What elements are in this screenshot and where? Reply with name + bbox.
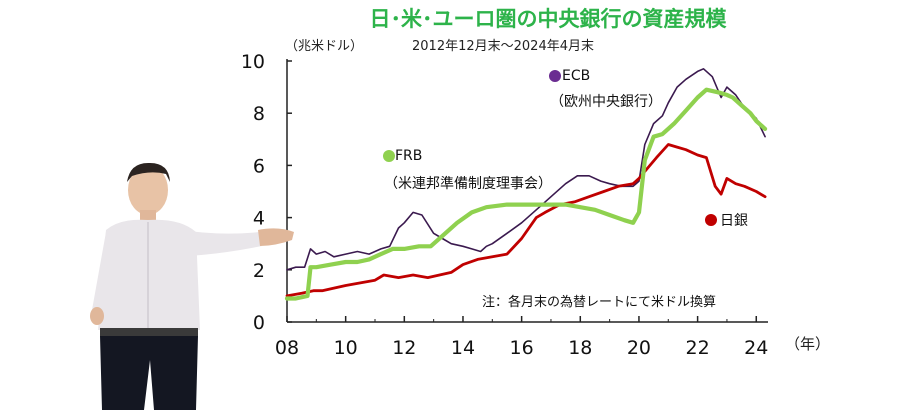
y-tick-label: 4	[253, 208, 265, 230]
period-label: 2012年12月末～2024年4月末	[412, 39, 594, 54]
x-tick-label: 14	[451, 337, 475, 359]
frb-series-line	[284, 87, 768, 301]
y-tick-label: 10	[241, 51, 265, 73]
frb-legend-label: FRB	[395, 148, 422, 164]
frb-legend-sublabel: （米連邦準備制度理事会）	[384, 176, 552, 192]
ecb-legend-sublabel: （欧州中央銀行）	[550, 94, 662, 110]
x-tick-label: 12	[392, 337, 416, 359]
x-tick-label: 20	[627, 337, 651, 359]
frb-legend-marker	[383, 150, 395, 162]
presenter-figure	[90, 162, 294, 410]
x-tick-label: 10	[334, 337, 358, 359]
boj-legend-label: 日銀	[720, 213, 748, 229]
y-unit-label: （兆米ドル）	[285, 39, 363, 54]
boj-legend-marker	[705, 214, 717, 226]
y-tick-label: 6	[253, 155, 265, 177]
chart-title: 日･米･ユーロ圏の中央銀行の資産規模	[370, 7, 728, 31]
y-tick-label: 2	[253, 260, 265, 282]
x-tick-label: 16	[510, 337, 534, 359]
ecb-legend-marker	[549, 70, 561, 82]
x-tick-label: 08	[275, 337, 299, 359]
x-axis-unit-label: （年）	[785, 335, 830, 353]
ecb-legend-label: ECB	[562, 68, 590, 84]
y-tick-label: 0	[253, 312, 265, 334]
boj-series-line	[285, 143, 767, 298]
footnote: 注：各月末の為替レートにて米ドル換算	[482, 294, 716, 310]
x-tick-label: 24	[744, 337, 768, 359]
x-tick-label: 22	[686, 337, 710, 359]
x-tick-label: 18	[568, 337, 592, 359]
y-tick-label: 8	[253, 103, 265, 125]
ecb-series-line	[286, 68, 766, 271]
